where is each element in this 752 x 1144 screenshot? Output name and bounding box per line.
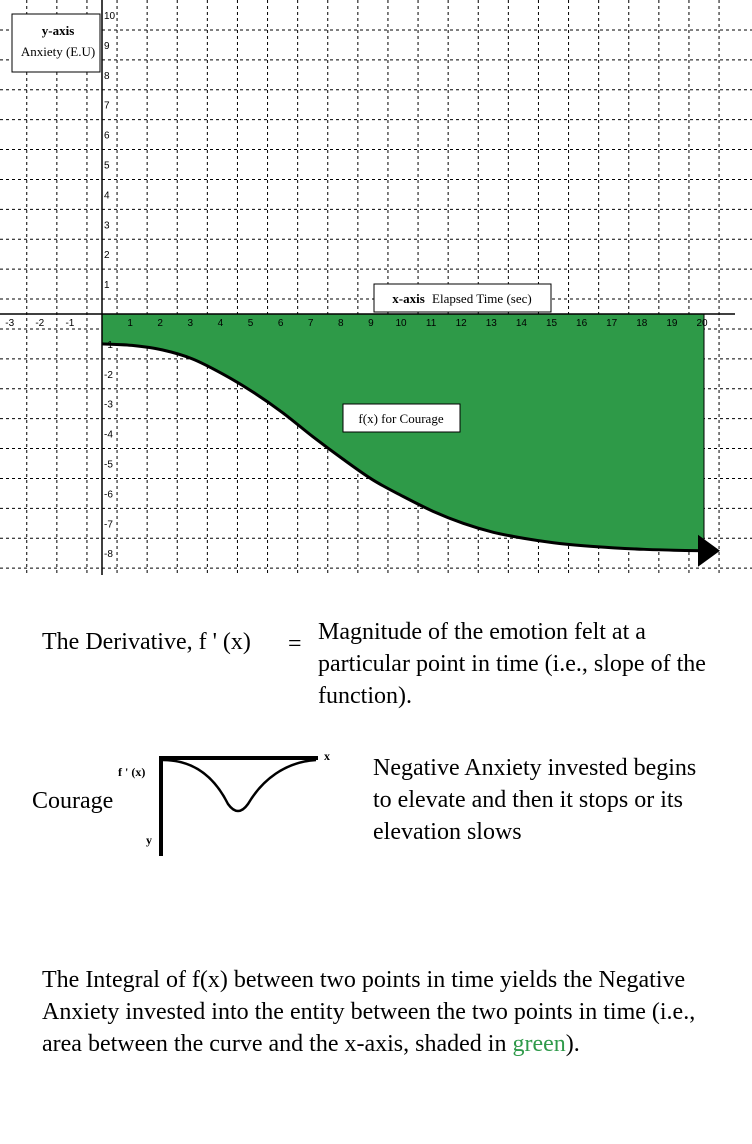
x-tick-label: -3 [5, 318, 14, 329]
x-axis-label-box: x-axis Elapsed Time (sec) [373, 283, 552, 313]
equals-sign: = [288, 631, 302, 657]
x-tick-label: 20 [696, 318, 708, 329]
x-tick-label: 2 [157, 318, 163, 329]
y-tick-label: -2 [104, 370, 113, 381]
x-tick-label: 9 [368, 318, 374, 329]
integral-green-word: green [512, 1031, 566, 1057]
courage-curve [101, 342, 705, 553]
x-tick-label: 6 [278, 318, 284, 329]
derivative-definition: Magnitude of the emotion felt at a parti… [318, 619, 706, 709]
y-tick-label: 4 [104, 190, 110, 201]
x-tick-label: 18 [636, 318, 648, 329]
derivative-label: The Derivative, f ' (x) [42, 629, 251, 655]
courage-description: Negative Anxiety invested begins to elev… [373, 755, 697, 845]
y-tick-label: 9 [104, 41, 110, 52]
x-axis-label: Elapsed Time (sec) [432, 291, 532, 306]
x-tick-label: 16 [576, 318, 588, 329]
derivative-sketch: f ' (x) y x [118, 749, 330, 856]
y-tick-label: 7 [104, 101, 110, 112]
y-tick-label: -3 [104, 400, 113, 411]
mini-y-label: y [146, 833, 152, 847]
y-tick-label: 6 [104, 131, 110, 142]
y-axis-label-box: y-axis Anxiety (E.U) [11, 13, 101, 73]
x-tick-label: -1 [65, 318, 74, 329]
integral-text: The Integral of f(x) between two points … [42, 964, 722, 1060]
mini-derivative-curve [162, 758, 317, 813]
x-tick-labels: -3 -2 -1 1 2 3 4 5 6 7 8 9 10 11 12 13 14 15 16 17 18 19 20 [5, 318, 708, 329]
x-tick-label: 5 [248, 318, 254, 329]
integral-main: The Integral of f(x) between two points … [42, 967, 696, 1057]
integral-tail: ). [565, 1031, 580, 1057]
x-tick-label: 3 [188, 318, 194, 329]
y-tick-label: 3 [104, 220, 110, 231]
mini-x-label: x [324, 749, 330, 763]
x-tick-label: 17 [606, 318, 618, 329]
x-tick-label: 1 [127, 318, 133, 329]
x-tick-label: 4 [218, 318, 224, 329]
mini-fprime-label: f ' (x) [118, 765, 145, 779]
curve-arrow-head [698, 534, 720, 567]
x-tick-label: -2 [35, 318, 44, 329]
y-tick-label: 10 [104, 11, 116, 22]
x-tick-label: 10 [395, 318, 407, 329]
chart-axes [0, 0, 735, 575]
x-axis-title: x-axis [392, 291, 425, 306]
svg-text:x-axis Elapsed Time (sec: x-axis Elapsed Time (sec) [392, 291, 531, 306]
y-tick-labels: 10 9 8 7 6 5 4 3 2 1 -1 -2 -3 -4 -5 -6 -7 -8 [104, 11, 116, 560]
curve-label: f(x) for Courage [358, 411, 443, 426]
y-tick-label: -8 [104, 549, 113, 560]
x-tick-label: 13 [486, 318, 498, 329]
y-axis-title: y-axis [42, 23, 75, 38]
x-tick-label: 19 [666, 318, 678, 329]
y-tick-label: -5 [104, 460, 113, 471]
x-tick-label: 7 [308, 318, 314, 329]
x-tick-label: 11 [426, 318, 437, 329]
y-tick-label: -1 [104, 340, 113, 351]
x-tick-label: 12 [456, 318, 468, 329]
y-tick-label: 2 [104, 250, 110, 261]
y-axis-label: Anxiety (E.U) [21, 44, 95, 59]
anxiety-chart: -3 -2 -1 1 2 3 4 5 6 7 8 9 10 11 12 13 14 15 16 17 18 19 20 10… [0, 0, 752, 575]
x-tick-label: 15 [546, 318, 558, 329]
y-tick-label: 1 [104, 280, 110, 291]
y-tick-label: -4 [104, 430, 113, 441]
y-tick-label: 8 [104, 71, 110, 82]
y-tick-label: 5 [104, 161, 110, 172]
x-tick-label: 14 [516, 318, 528, 329]
y-tick-label: -7 [104, 519, 113, 530]
courage-label: Courage [32, 788, 114, 814]
x-tick-label: 8 [338, 318, 344, 329]
curve-label-box: f(x) for Courage [342, 403, 461, 433]
y-tick-label: -6 [104, 489, 113, 500]
